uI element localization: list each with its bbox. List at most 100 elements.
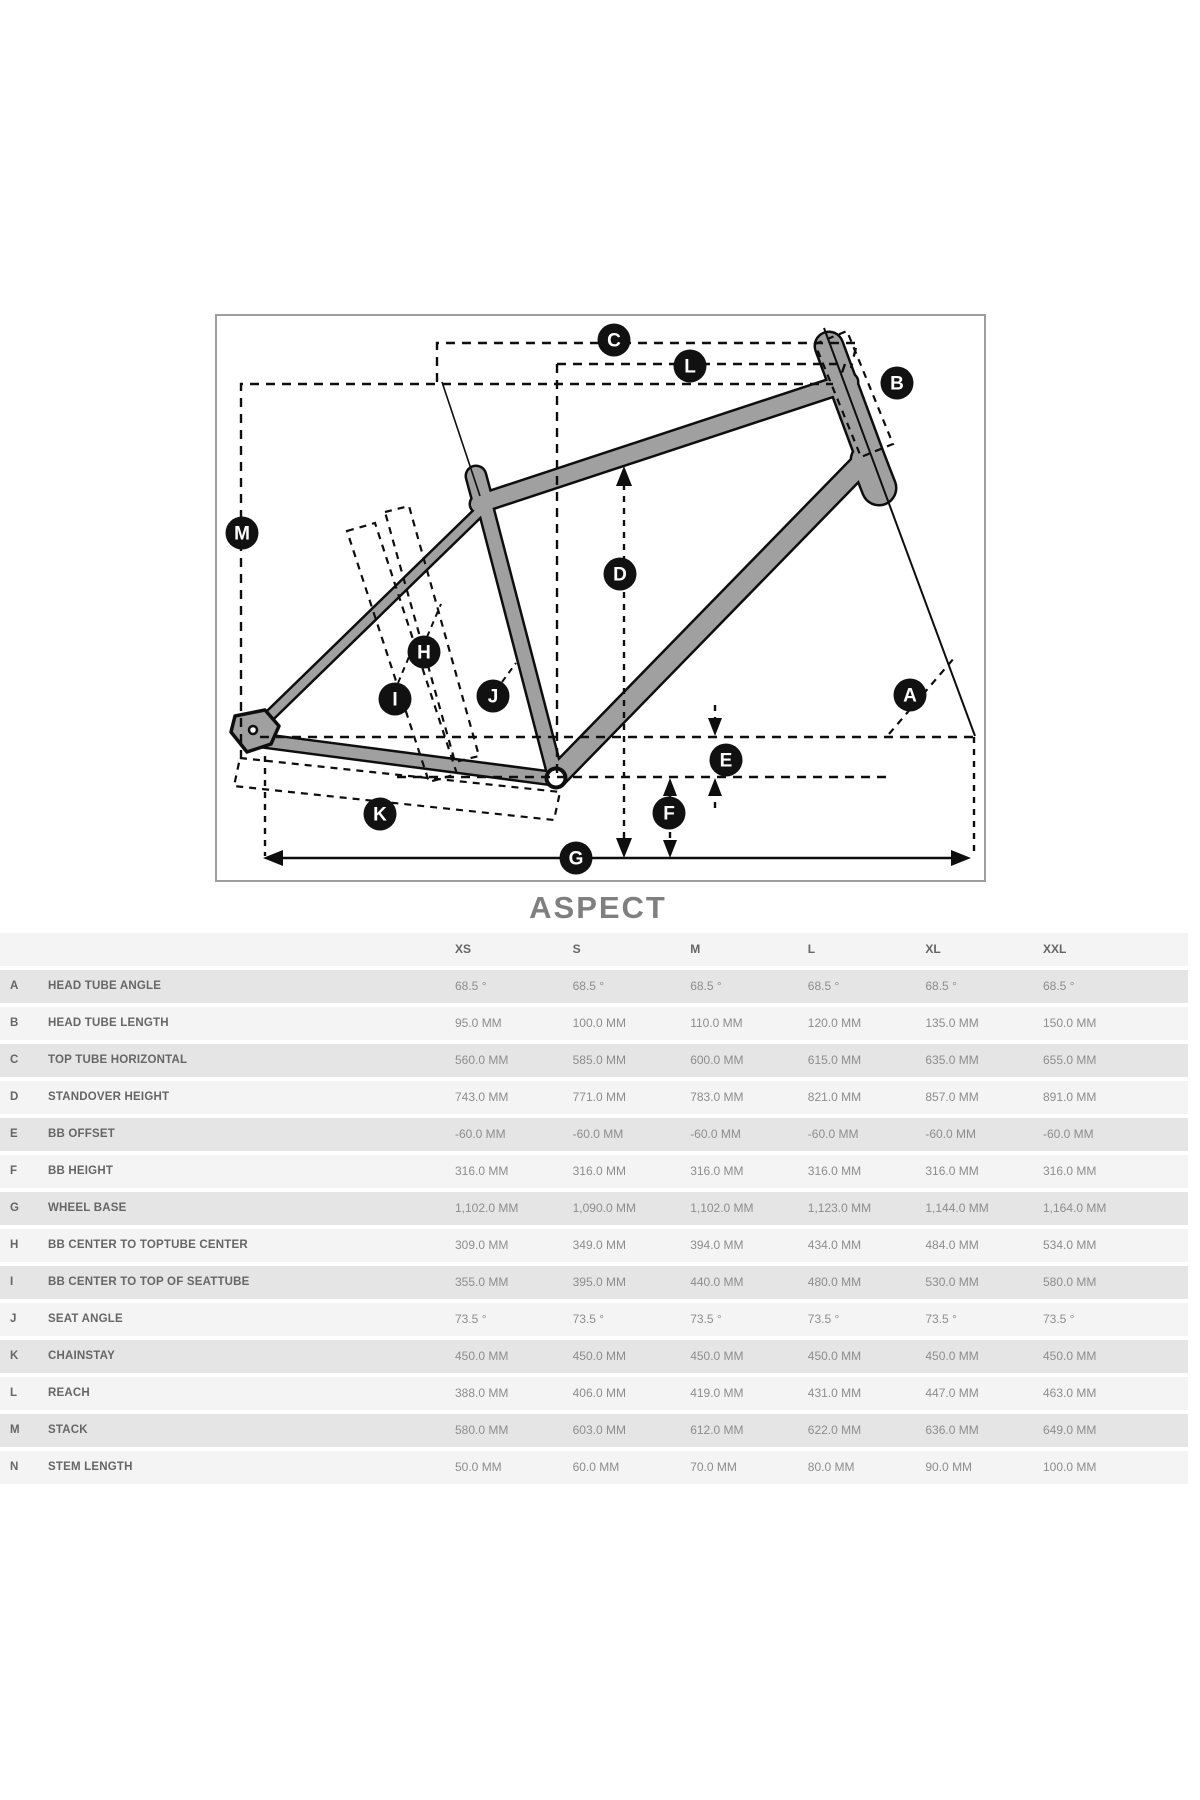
measurement-dashes	[232, 329, 976, 856]
table-header-row: XS S M L XL XXL	[0, 933, 1188, 966]
value-cell: 1,123.0 MM	[807, 1201, 872, 1215]
value-cell: 100.0 MM	[572, 1016, 626, 1030]
row-letter: H	[10, 1239, 19, 1251]
value-cell: 90.0 MM	[925, 1460, 973, 1474]
rear-dropout	[229, 708, 281, 754]
value-cell: 655.0 MM	[1042, 1053, 1097, 1067]
value-cell: 68.5 °	[690, 979, 722, 993]
value-cell: 68.5 °	[807, 979, 840, 993]
row-letter: J	[10, 1313, 17, 1325]
row-name: HEAD TUBE LENGTH	[48, 1017, 169, 1029]
row-letter: M	[10, 1424, 20, 1436]
value-cell: 612.0 MM	[690, 1423, 744, 1437]
value-cell: 530.0 MM	[925, 1275, 979, 1289]
value-cell: 636.0 MM	[925, 1423, 979, 1437]
table-row: N STEM LENGTH 50.0 MM 60.0 MM 70.0 MM 80.0 …	[0, 1451, 1188, 1484]
diagram-label-H: H	[407, 635, 441, 669]
value-cell: 80.0 MM	[807, 1460, 855, 1474]
svg-text:E: E	[720, 751, 733, 772]
row-letter: L	[10, 1387, 18, 1399]
row-letter: B	[10, 1017, 19, 1029]
value-cell: 120.0 MM	[807, 1016, 862, 1030]
row-name: STEM LENGTH	[48, 1461, 133, 1473]
frame-diagram-svg: C L B M D H I J A E F K G	[225, 323, 976, 875]
svg-text:A: A	[903, 686, 917, 707]
value-cell: 771.0 MM	[572, 1090, 626, 1104]
geometry-table: XS S M L XL XXL A HEAD TUBE ANGLE 68.5 ° 68.5 …	[0, 933, 1188, 1488]
value-cell: 585.0 MM	[572, 1053, 626, 1067]
value-cell: 743.0 MM	[455, 1090, 509, 1104]
value-cell: -60.0 MM	[807, 1127, 859, 1141]
size-header: XS	[455, 942, 472, 956]
table-row: E BB OFFSET -60.0 MM -60.0 MM -60.0 MM -60.…	[0, 1118, 1188, 1151]
value-cell: 349.0 MM	[572, 1238, 626, 1252]
value-cell: 1,144.0 MM	[925, 1201, 989, 1215]
svg-text:J: J	[488, 687, 499, 708]
axis-lines	[441, 327, 976, 737]
value-cell: 891.0 MM	[1042, 1090, 1097, 1104]
value-cell: 73.5 °	[925, 1312, 957, 1326]
frame-tubes	[251, 333, 895, 786]
value-cell: 649.0 MM	[1042, 1423, 1097, 1437]
row-name: CHAINSTAY	[48, 1350, 115, 1362]
value-cell: 316.0 MM	[572, 1164, 626, 1178]
row-name: HEAD TUBE ANGLE	[48, 980, 162, 992]
value-cell: 450.0 MM	[690, 1349, 744, 1363]
value-cell: 419.0 MM	[690, 1386, 744, 1400]
value-cell: 450.0 MM	[807, 1349, 862, 1363]
diagram-label-J: J	[476, 679, 510, 713]
diagram-label-I: I	[378, 682, 412, 716]
value-cell: 1,164.0 MM	[1042, 1201, 1107, 1215]
size-header: M	[690, 942, 701, 956]
value-cell: 150.0 MM	[1042, 1016, 1097, 1030]
table-row: F BB HEIGHT 316.0 MM 316.0 MM 316.0 MM 316.…	[0, 1155, 1188, 1188]
svg-text:L: L	[684, 357, 696, 378]
row-letter: G	[10, 1202, 19, 1214]
table-row: L REACH 388.0 MM 406.0 MM 419.0 MM 431.0 MM…	[0, 1377, 1188, 1410]
model-title: ASPECT	[529, 890, 667, 925]
value-cell: 1,102.0 MM	[690, 1201, 754, 1215]
value-cell: 450.0 MM	[1042, 1349, 1097, 1363]
value-cell: 60.0 MM	[572, 1460, 620, 1474]
diagram-letter-labels: C L B M D H I J A E F K G	[225, 323, 927, 875]
diagram-label-C: C	[597, 323, 631, 357]
value-cell: 73.5 °	[807, 1312, 840, 1326]
value-cell: 450.0 MM	[572, 1349, 626, 1363]
value-cell: 316.0 MM	[807, 1164, 862, 1178]
table-row: M STACK 580.0 MM 603.0 MM 612.0 MM 622.0 MM…	[0, 1414, 1188, 1447]
size-header: XL	[925, 942, 941, 956]
svg-text:I: I	[392, 690, 397, 711]
row-name: STANDOVER HEIGHT	[48, 1091, 170, 1103]
value-cell: 394.0 MM	[690, 1238, 744, 1252]
value-cell: 580.0 MM	[1042, 1275, 1097, 1289]
diagram-label-L: L	[673, 349, 707, 383]
value-cell: 100.0 MM	[1042, 1460, 1097, 1474]
diagram-label-G: G	[559, 841, 593, 875]
table-row: B HEAD TUBE LENGTH 95.0 MM 100.0 MM 110.0 …	[0, 1007, 1188, 1040]
row-name: BB CENTER TO TOP OF SEATTUBE	[48, 1276, 250, 1288]
value-cell: 68.5 °	[1042, 979, 1075, 993]
value-cell: 622.0 MM	[807, 1423, 862, 1437]
value-cell: 600.0 MM	[690, 1053, 744, 1067]
diagram-label-B: B	[880, 366, 914, 400]
svg-text:G: G	[569, 849, 584, 870]
value-cell: 388.0 MM	[455, 1386, 509, 1400]
table-row: I BB CENTER TO TOP OF SEATTUBE 355.0 MM 3…	[0, 1266, 1188, 1299]
table-row: H BB CENTER TO TOPTUBE CENTER 309.0 MM 34…	[0, 1229, 1188, 1262]
table-row: D STANDOVER HEIGHT 743.0 MM 771.0 MM 783.0…	[0, 1081, 1188, 1114]
value-cell: -60.0 MM	[572, 1127, 624, 1141]
svg-text:D: D	[613, 565, 627, 586]
row-name: TOP TUBE HORIZONTAL	[48, 1054, 188, 1066]
geometry-table-body: A HEAD TUBE ANGLE 68.5 ° 68.5 ° 68.5 ° 68.5…	[0, 970, 1188, 1484]
table-row: C TOP TUBE HORIZONTAL 560.0 MM 585.0 MM 60…	[0, 1044, 1188, 1077]
diagram-label-A: A	[893, 678, 927, 712]
value-cell: 580.0 MM	[455, 1423, 509, 1437]
table-row: G WHEEL BASE 1,102.0 MM 1,090.0 MM 1,102.0…	[0, 1192, 1188, 1225]
value-cell: 463.0 MM	[1042, 1386, 1097, 1400]
value-cell: -60.0 MM	[1042, 1127, 1094, 1141]
arrowheads	[263, 466, 971, 866]
value-cell: -60.0 MM	[925, 1127, 977, 1141]
table-row: A HEAD TUBE ANGLE 68.5 ° 68.5 ° 68.5 ° 68.5…	[0, 970, 1188, 1003]
row-name: STACK	[48, 1424, 88, 1436]
